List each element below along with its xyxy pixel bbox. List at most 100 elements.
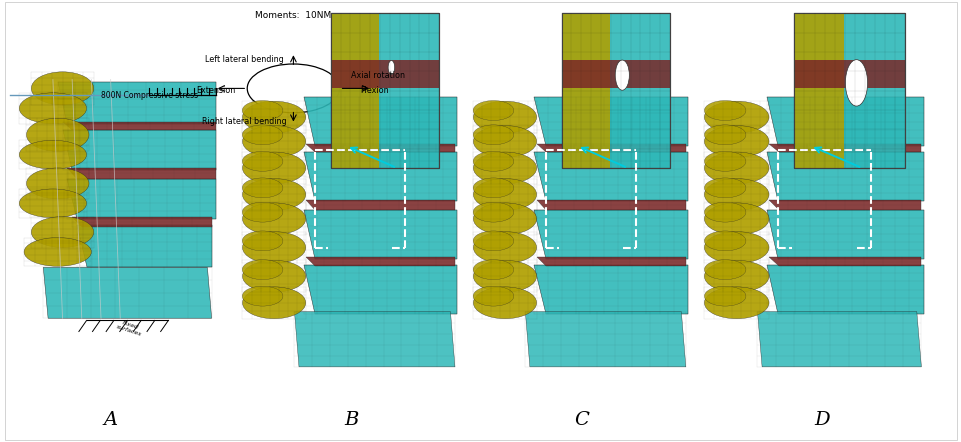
Ellipse shape (473, 179, 536, 210)
Ellipse shape (473, 259, 513, 279)
Polygon shape (62, 130, 216, 170)
Polygon shape (77, 225, 211, 267)
Polygon shape (536, 144, 685, 152)
Polygon shape (766, 210, 923, 259)
Bar (331, 13, 379, 168)
Text: A: A (104, 411, 117, 429)
Polygon shape (294, 312, 455, 367)
Polygon shape (43, 267, 211, 318)
Ellipse shape (473, 126, 536, 157)
Ellipse shape (473, 286, 513, 306)
Polygon shape (766, 97, 923, 146)
Polygon shape (756, 312, 921, 367)
Polygon shape (67, 168, 216, 179)
Ellipse shape (19, 140, 86, 169)
Ellipse shape (473, 125, 513, 145)
Ellipse shape (242, 179, 306, 210)
Ellipse shape (703, 179, 768, 210)
Polygon shape (304, 210, 456, 259)
Text: Left lateral bending: Left lateral bending (205, 55, 283, 64)
Ellipse shape (703, 203, 768, 235)
Text: C: C (574, 411, 589, 429)
Ellipse shape (242, 286, 283, 306)
Ellipse shape (473, 287, 536, 319)
Ellipse shape (387, 61, 394, 74)
Text: B: B (344, 411, 357, 429)
Polygon shape (534, 97, 687, 146)
Ellipse shape (242, 202, 283, 222)
Polygon shape (536, 200, 685, 210)
Text: Moments:  10NM: Moments: 10NM (255, 11, 332, 20)
Ellipse shape (703, 286, 745, 306)
Ellipse shape (242, 126, 306, 157)
Ellipse shape (473, 232, 536, 263)
Ellipse shape (703, 202, 745, 222)
Bar (794, 13, 904, 168)
Ellipse shape (473, 152, 536, 184)
Text: Fixed
surfaces: Fixed surfaces (115, 318, 144, 337)
Polygon shape (306, 257, 455, 266)
Bar (561, 60, 669, 88)
Ellipse shape (242, 287, 306, 319)
Ellipse shape (473, 260, 536, 292)
Polygon shape (768, 200, 921, 210)
Ellipse shape (473, 101, 536, 133)
Text: Right lateral bending: Right lateral bending (202, 117, 286, 126)
Bar (561, 13, 669, 168)
Polygon shape (525, 312, 685, 367)
Polygon shape (766, 152, 923, 201)
Ellipse shape (703, 100, 745, 120)
Polygon shape (72, 217, 211, 227)
Ellipse shape (19, 189, 86, 217)
Ellipse shape (242, 101, 306, 133)
Ellipse shape (703, 287, 768, 319)
Ellipse shape (473, 203, 536, 235)
Ellipse shape (703, 101, 768, 133)
Bar (561, 13, 609, 168)
Ellipse shape (242, 232, 306, 263)
Ellipse shape (703, 259, 745, 279)
Polygon shape (534, 265, 687, 314)
Polygon shape (766, 265, 923, 314)
Ellipse shape (473, 231, 513, 251)
Ellipse shape (703, 260, 768, 292)
Polygon shape (304, 97, 456, 146)
Polygon shape (304, 265, 456, 314)
Polygon shape (534, 152, 687, 201)
Ellipse shape (242, 260, 306, 292)
Ellipse shape (242, 100, 283, 120)
Bar (794, 13, 904, 168)
Ellipse shape (26, 118, 88, 151)
Ellipse shape (31, 217, 93, 248)
Text: 800N Compressive stress: 800N Compressive stress (101, 91, 197, 99)
Polygon shape (304, 152, 456, 201)
Polygon shape (67, 179, 216, 219)
Ellipse shape (31, 72, 93, 105)
Ellipse shape (242, 178, 283, 198)
Ellipse shape (845, 60, 867, 106)
Ellipse shape (473, 151, 513, 171)
Ellipse shape (242, 259, 283, 279)
Ellipse shape (19, 93, 86, 124)
Ellipse shape (703, 178, 745, 198)
Text: Axial rotation: Axial rotation (351, 71, 405, 80)
Polygon shape (58, 82, 216, 124)
Ellipse shape (242, 231, 283, 251)
Ellipse shape (242, 203, 306, 235)
Ellipse shape (703, 125, 745, 145)
Bar (331, 60, 438, 88)
Bar (331, 13, 438, 168)
Bar (794, 60, 904, 88)
Bar (794, 13, 844, 168)
Ellipse shape (242, 125, 283, 145)
Polygon shape (306, 144, 455, 152)
Ellipse shape (242, 152, 306, 184)
Text: D: D (814, 411, 829, 429)
Ellipse shape (473, 202, 513, 222)
Ellipse shape (242, 151, 283, 171)
Polygon shape (768, 144, 921, 152)
Polygon shape (768, 257, 921, 266)
Ellipse shape (703, 152, 768, 184)
Ellipse shape (703, 126, 768, 157)
Ellipse shape (473, 178, 513, 198)
